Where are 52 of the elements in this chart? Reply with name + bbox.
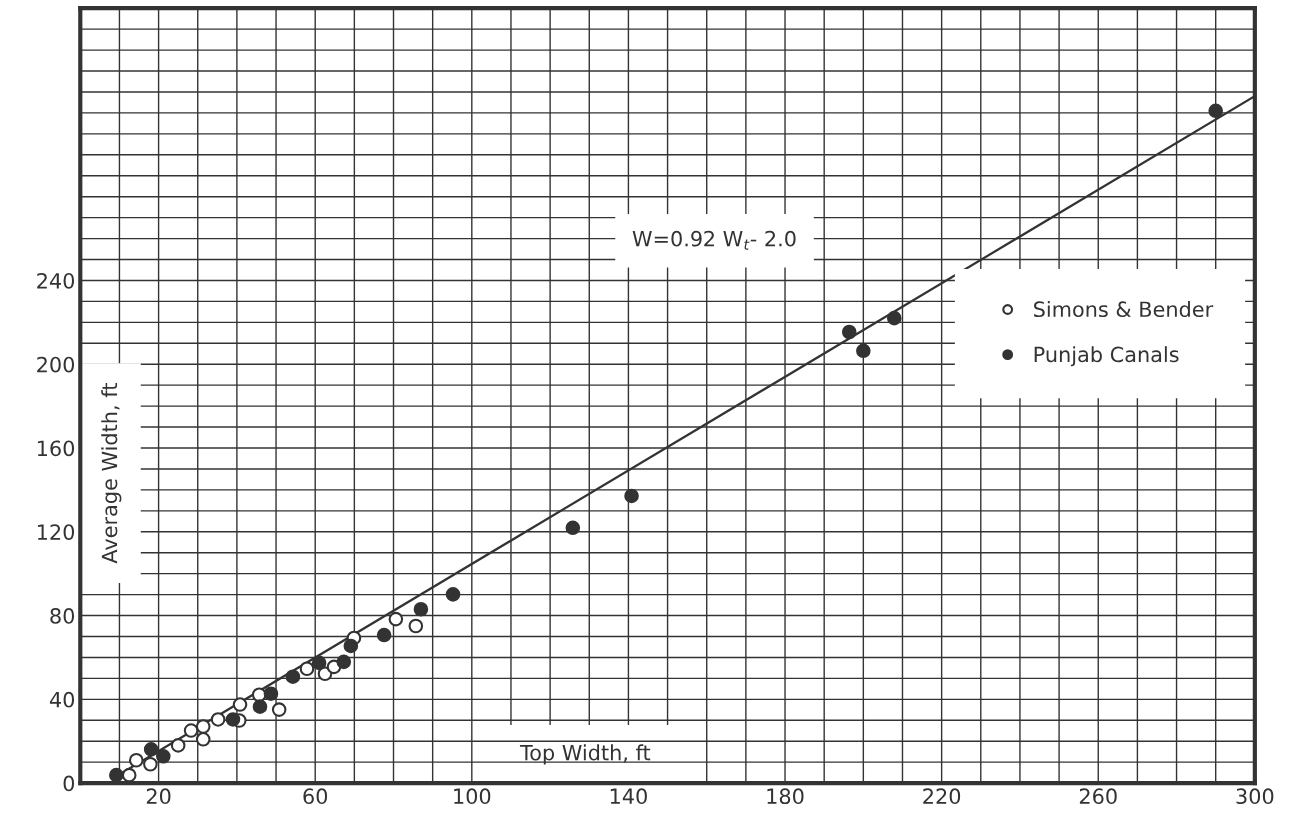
- x-axis-title: Top Width, ft: [519, 744, 651, 765]
- point: [195, 732, 211, 747]
- y-tick-label: 240: [37, 272, 75, 289]
- x-tick-label: 180: [767, 788, 804, 805]
- annotation: W=0.92 W$_{t}$- 2.0: [632, 230, 796, 250]
- point: [856, 343, 871, 359]
- y-tick-label: 80: [50, 608, 75, 624]
- legend-label: Punjab Canals: [1034, 346, 1179, 367]
- x-tick-label: 260: [1079, 788, 1117, 805]
- point: [225, 712, 241, 727]
- point: [445, 587, 461, 602]
- point: [195, 719, 211, 734]
- point: [121, 767, 137, 783]
- x-tick-label: 140: [610, 788, 647, 805]
- point: [285, 669, 301, 684]
- x-tick-label: 220: [923, 788, 961, 805]
- point: [311, 655, 327, 671]
- point: [156, 749, 171, 764]
- x-tick-label: 20: [146, 788, 171, 805]
- point: [624, 488, 639, 504]
- point: [1208, 103, 1223, 119]
- y-axis-title: Average Width, ft: [101, 383, 122, 564]
- point: [299, 661, 315, 677]
- point: [336, 654, 352, 670]
- x-tick-label: 100: [454, 788, 491, 805]
- point: [170, 738, 186, 753]
- point: [841, 324, 857, 340]
- x-tick-label: 300: [1236, 788, 1274, 805]
- point: [183, 723, 199, 738]
- point: [388, 611, 404, 627]
- y-tick-label: 200: [37, 356, 75, 373]
- point: [143, 756, 158, 772]
- point: [263, 686, 279, 701]
- point: [565, 520, 581, 536]
- point: [232, 697, 248, 712]
- point: [343, 638, 359, 654]
- y-tick-label: 160: [37, 440, 75, 457]
- y-tick-label: 40: [49, 691, 75, 708]
- point: [143, 742, 159, 757]
- y-tick-label: 120: [37, 524, 75, 540]
- point: [252, 699, 268, 714]
- point: [210, 712, 226, 727]
- legend-label: Simons & Bender: [1034, 301, 1214, 318]
- x-tick-label: 60: [303, 788, 328, 805]
- point: [109, 767, 124, 783]
- point: [376, 627, 392, 643]
- point: [408, 618, 424, 634]
- y-tick-label: 0: [63, 775, 75, 792]
- point: [128, 752, 144, 768]
- point: [886, 310, 902, 326]
- point: [413, 601, 429, 617]
- point: [271, 702, 287, 717]
